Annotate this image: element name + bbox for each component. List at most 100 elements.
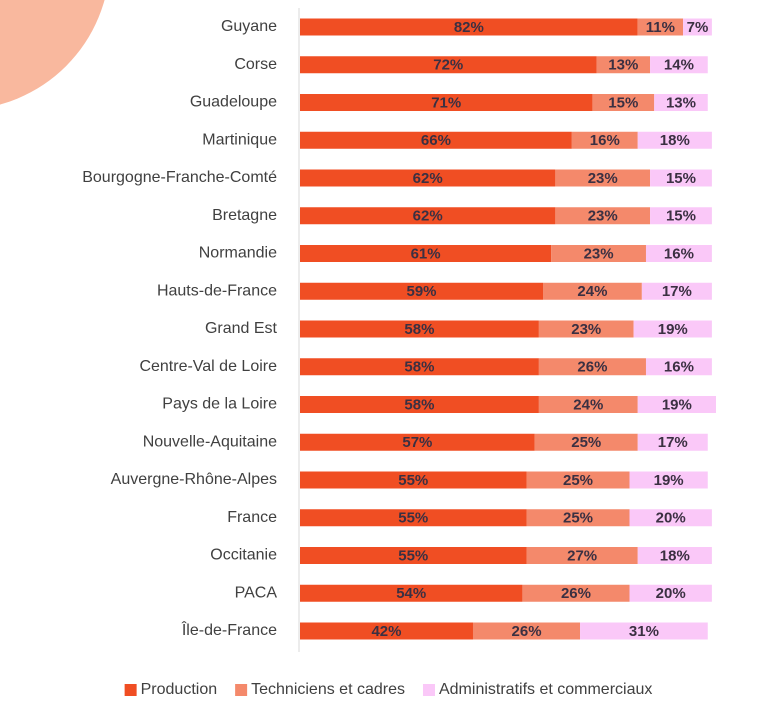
bar-segment [300,622,473,640]
category-label: Occitanie [210,547,277,564]
bar-segment [538,396,638,413]
category-label: Nouvelle-Aquitaine [143,433,277,450]
bar-segment [300,584,523,602]
value-label: 20% [656,510,686,527]
legend-swatch [422,684,435,696]
bar-segment [633,320,712,338]
bar-segment [637,396,716,413]
value-label: 16% [590,132,620,149]
value-label: 17% [662,283,692,300]
value-label: 71% [431,94,461,111]
legend-label: Administratifs et commerciaux [439,681,652,698]
value-label: 27% [567,547,597,564]
value-label: 24% [573,396,603,413]
category-label: Auvergne-Rhône-Alpes [111,471,277,488]
value-label: 15% [608,94,638,111]
bar-segment [300,56,597,74]
legend-swatch [124,684,137,696]
bar-segment [534,433,638,451]
value-label: 13% [666,94,696,111]
legend-swatch [235,684,248,696]
bar-segment [650,207,712,225]
value-label: 15% [666,208,696,225]
category-label: Pays de la Loire [162,396,277,413]
value-label: 18% [660,132,690,149]
value-label: 16% [664,359,694,376]
bar-segment [543,282,642,300]
bar-segment [654,94,708,111]
value-label: 16% [664,245,694,262]
value-label: 24% [577,283,607,300]
value-label: 55% [398,510,428,527]
value-label: 26% [561,585,591,602]
bar-segment [538,320,634,338]
category-label: Bourgogne-Franche-Comté [82,169,277,186]
bar-segment [637,547,712,564]
value-label: 26% [577,359,607,376]
bar-segment [538,358,646,376]
category-label: PACA [235,584,278,601]
bar-segment [555,169,651,187]
value-label: 55% [398,547,428,564]
bar-segment [522,584,630,602]
bar-segment [629,471,708,489]
legend-label: Production [141,681,218,698]
bar-segment [526,547,638,564]
value-label: 17% [658,434,688,451]
bar-segment [300,358,539,376]
value-label: 61% [411,245,441,262]
value-label: 66% [421,132,451,149]
value-label: 13% [608,57,638,74]
value-label: 18% [660,547,690,564]
bar-segment [472,622,581,640]
bar-segment [300,245,552,262]
value-label: 57% [402,434,432,451]
value-label: 23% [588,170,618,187]
category-label: France [227,509,277,526]
value-label: 62% [413,208,443,225]
value-label: 58% [404,359,434,376]
value-label: 19% [658,321,688,338]
category-label: Corse [234,56,277,73]
bar-segment [629,584,712,602]
bar-segment [526,509,630,527]
bar-segment [637,18,684,36]
value-label: 59% [406,283,436,300]
category-label: Guadeloupe [190,94,277,111]
bar-segment [300,282,544,300]
value-label: 7% [687,19,709,36]
bar-segment [300,509,527,527]
category-label: Centre-Val de Loire [139,358,277,375]
bar-segment [300,396,539,413]
value-label: 23% [588,208,618,225]
bar-segment [300,207,556,225]
bar-segment [596,56,651,74]
bar-segment [641,282,712,300]
bar-segment [300,18,638,36]
value-label: 25% [571,434,601,451]
value-label: 31% [629,623,659,640]
bar-segment [650,169,712,187]
value-label: 55% [398,472,428,489]
value-label: 20% [656,585,686,602]
category-label: Martinique [202,131,277,148]
bar-segment [645,358,712,376]
category-label: Grand Est [205,320,278,337]
value-label: 54% [396,585,426,602]
bar-segment [637,131,712,149]
bar-segment [683,18,712,36]
category-label: Hauts-de-France [157,282,277,299]
value-label: 58% [404,321,434,338]
value-label: 82% [454,19,484,36]
bar-segment [526,471,630,489]
bar-segment [571,131,638,149]
value-label: 23% [584,245,614,262]
bar-segment [645,245,712,262]
bar-segment [637,433,708,451]
value-label: 15% [666,170,696,187]
value-label: 25% [563,510,593,527]
bar-segment [300,131,572,149]
value-label: 42% [371,623,401,640]
value-label: 26% [512,623,542,640]
